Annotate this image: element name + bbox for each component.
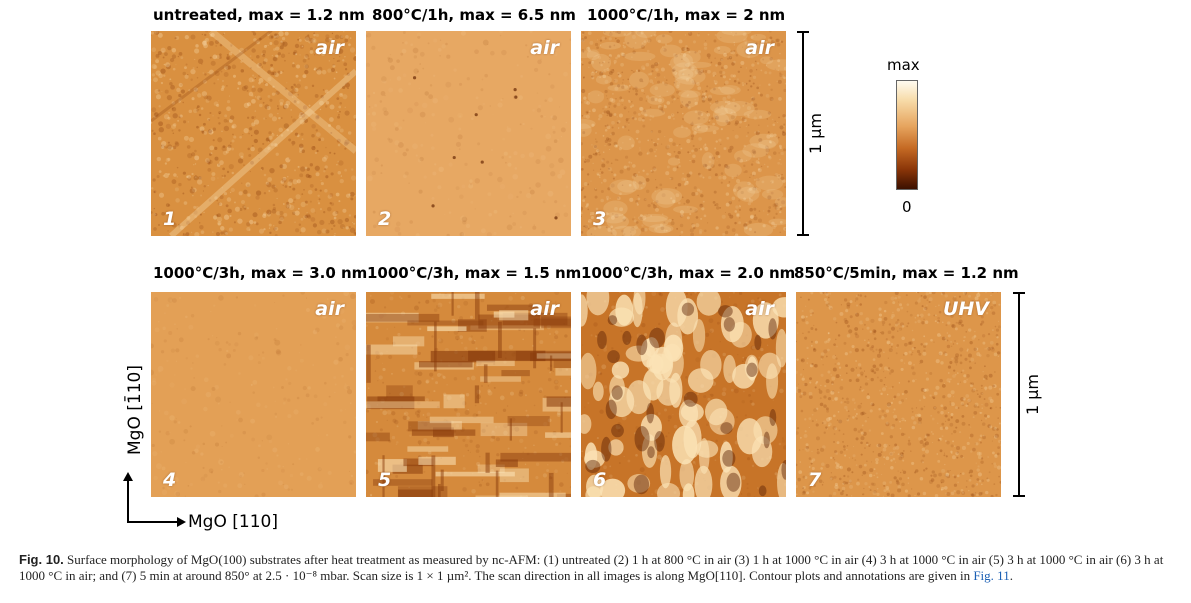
panel-number: 5 <box>378 469 392 491</box>
afm-image-7: UHV 7 <box>796 292 1001 497</box>
x-axis-label: MgO [110] <box>188 512 278 532</box>
panel-number: 2 <box>378 208 392 230</box>
caption-text: Surface morphology of MgO(100) substrate… <box>19 552 1164 583</box>
panel-number: 7 <box>808 469 822 491</box>
panel-number: 3 <box>593 208 607 230</box>
environment-label: air <box>745 298 774 320</box>
environment-label: air <box>315 298 344 320</box>
figure-caption: Fig. 10. Surface morphology of MgO(100) … <box>19 552 1179 584</box>
caption-figure-link[interactable]: Fig. 11 <box>973 568 1010 583</box>
panel-number: 4 <box>163 469 177 491</box>
afm-image-6: air 6 <box>581 292 786 497</box>
colorbar-max-label: max <box>887 56 920 74</box>
colorbar <box>896 80 918 190</box>
panel-title-6: 1000°C/3h, max = 2.0 nm <box>581 264 796 282</box>
y-axis-label: MgO [1̄10] <box>125 365 145 455</box>
panel-title-4: 1000°C/3h, max = 3.0 nm <box>153 264 368 282</box>
caption-figure-label: Fig. 10. <box>19 552 64 567</box>
colorbar-min-label: 0 <box>902 198 912 216</box>
panel-number: 6 <box>593 469 607 491</box>
scale-bar-top <box>797 31 809 236</box>
panel-number: 1 <box>163 208 177 230</box>
scale-label-bottom: 1 µm <box>1023 373 1043 416</box>
caption-end: . <box>1009 568 1013 583</box>
environment-label: air <box>530 37 559 59</box>
panel-title-5: 1000°C/3h, max = 1.5 nm <box>367 264 582 282</box>
afm-image-3: air 3 <box>581 31 786 236</box>
axis-arrows <box>123 472 186 527</box>
afm-image-2: air 2 <box>366 31 571 236</box>
scale-label-top: 1 µm <box>806 112 826 155</box>
afm-image-5: air 5 <box>366 292 571 497</box>
environment-label: air <box>315 37 344 59</box>
panel-title-2: 800°C/1h, max = 6.5 nm <box>372 6 576 24</box>
environment-label: air <box>530 298 559 320</box>
scale-bar-bottom <box>1013 292 1025 497</box>
environment-label: UHV <box>942 298 989 320</box>
panel-title-7: 850°C/5min, max = 1.2 nm <box>794 264 1019 282</box>
panel-title-1: untreated, max = 1.2 nm <box>153 6 365 24</box>
afm-image-1: air 1 <box>151 31 356 236</box>
afm-image-4: air 4 <box>151 292 356 497</box>
y-arrow-head <box>123 472 133 481</box>
environment-label: air <box>745 37 774 59</box>
x-arrow-head <box>177 517 186 527</box>
panel-title-3: 1000°C/1h, max = 2 nm <box>587 6 786 24</box>
